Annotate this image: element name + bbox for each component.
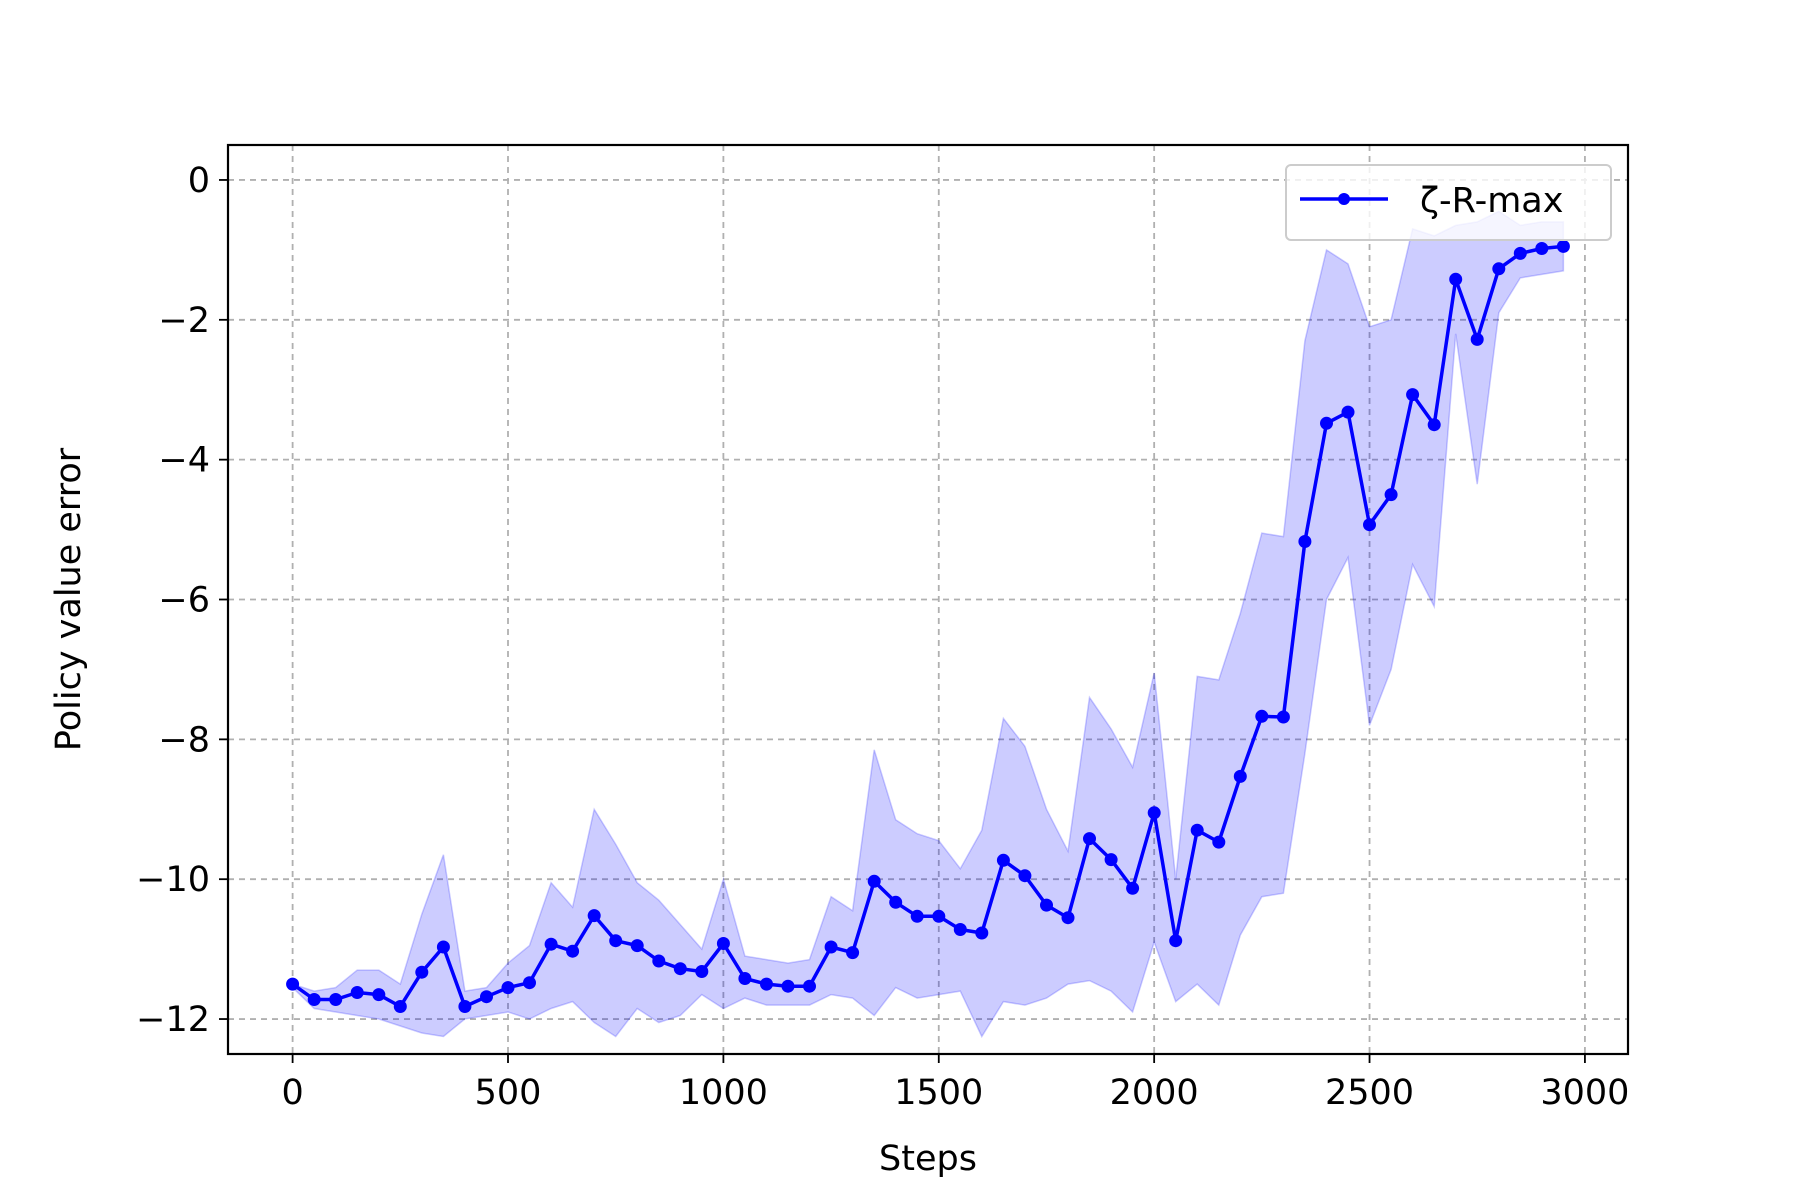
data-point (781, 979, 795, 993)
x-tick-label: 3000 (1540, 1073, 1629, 1113)
data-point (673, 962, 687, 976)
x-tick-label: 2000 (1110, 1073, 1199, 1113)
data-point (523, 976, 536, 990)
y-tick-label: −8 (158, 720, 210, 760)
x-tick-label: 2500 (1325, 1073, 1414, 1113)
data-point (1147, 806, 1161, 820)
data-point (652, 954, 666, 968)
data-point (609, 934, 623, 948)
y-tick-label: 0 (188, 161, 210, 201)
data-point (1126, 881, 1140, 895)
x-axis-ticks: 0 500 1000 1500 2000 2500 3000 (281, 1054, 1629, 1113)
data-point (1363, 518, 1376, 532)
data-point (1556, 239, 1570, 253)
data-point (1406, 388, 1420, 402)
data-point (1320, 416, 1333, 430)
data-point (1298, 535, 1312, 548)
x-tick-label: 500 (475, 1073, 542, 1113)
data-point (436, 940, 450, 954)
data-point (953, 923, 967, 936)
data-point (738, 972, 752, 985)
data-point (544, 937, 558, 951)
x-tick-label: 1000 (679, 1073, 768, 1113)
data-point (329, 993, 343, 1006)
data-point (1535, 242, 1549, 255)
data-point (803, 979, 816, 993)
data-point (1449, 272, 1463, 286)
data-point (695, 965, 709, 978)
y-axis-label: Policy value error (49, 447, 89, 751)
data-point (566, 944, 580, 958)
data-point (307, 993, 321, 1006)
data-point (867, 874, 881, 888)
data-point (716, 937, 730, 950)
y-tick-label: −6 (158, 581, 210, 621)
data-point (932, 909, 946, 923)
data-point (350, 986, 364, 999)
data-point (1061, 911, 1075, 925)
data-point (501, 981, 515, 995)
data-point (824, 940, 838, 954)
y-tick-label: −10 (136, 860, 210, 900)
x-tick-label: 1500 (894, 1073, 983, 1113)
legend-marker (1338, 193, 1350, 205)
data-point (415, 965, 429, 979)
data-point (1513, 246, 1527, 260)
data-point (889, 895, 903, 909)
data-point (1169, 934, 1183, 948)
data-point (1427, 418, 1441, 432)
y-tick-label: −2 (158, 301, 210, 341)
data-point (1276, 710, 1290, 724)
data-point (372, 988, 386, 1002)
confidence-band (291, 210, 1565, 1039)
y-axis-ticks: 0 −2 −4 −6 −8 −10 −12 (136, 161, 228, 1040)
data-point (910, 909, 924, 923)
data-point (1190, 823, 1204, 837)
data-point (1341, 405, 1355, 419)
data-point (1470, 332, 1484, 346)
data-point (1018, 869, 1032, 883)
x-tick-label: 0 (281, 1073, 303, 1113)
data-point (1212, 835, 1226, 849)
data-point (458, 1000, 472, 1013)
data-point (480, 990, 493, 1004)
data-point (1255, 709, 1269, 723)
legend-entry-label: ζ-R-max (1420, 181, 1563, 221)
data-point (1083, 832, 1096, 846)
grid (228, 145, 1628, 1054)
data-point (760, 977, 773, 991)
data-point (1040, 898, 1053, 912)
series-points-layer (286, 239, 1570, 1013)
data-point (630, 939, 644, 953)
data-point (975, 926, 989, 940)
data-point (393, 1000, 407, 1013)
data-point (996, 853, 1010, 867)
data-point (846, 946, 860, 960)
y-tick-label: −12 (136, 1000, 210, 1040)
y-tick-label: −4 (158, 441, 210, 481)
confidence-band-layer (291, 210, 1565, 1039)
data-point (1233, 769, 1247, 783)
data-point (1384, 488, 1398, 502)
data-point (1104, 853, 1118, 867)
data-point (587, 909, 601, 923)
data-point (286, 977, 300, 991)
legend-box (1285, 164, 1612, 241)
data-point (1492, 262, 1506, 276)
legend: ζ-R-max (1285, 164, 1612, 241)
x-axis-label: Steps (879, 1139, 977, 1179)
